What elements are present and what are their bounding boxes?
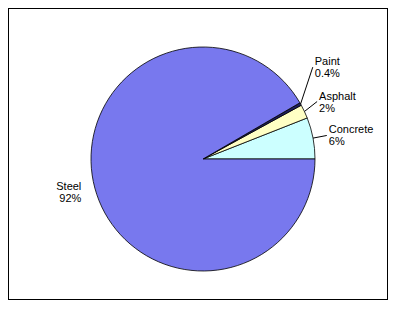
svg-text:Asphalt2%: Asphalt2%: [319, 90, 356, 114]
svg-text:Concrete6%: Concrete6%: [329, 123, 374, 147]
svg-text:Steel92%: Steel92%: [56, 180, 81, 204]
svg-text:Paint0.4%: Paint0.4%: [315, 55, 340, 79]
